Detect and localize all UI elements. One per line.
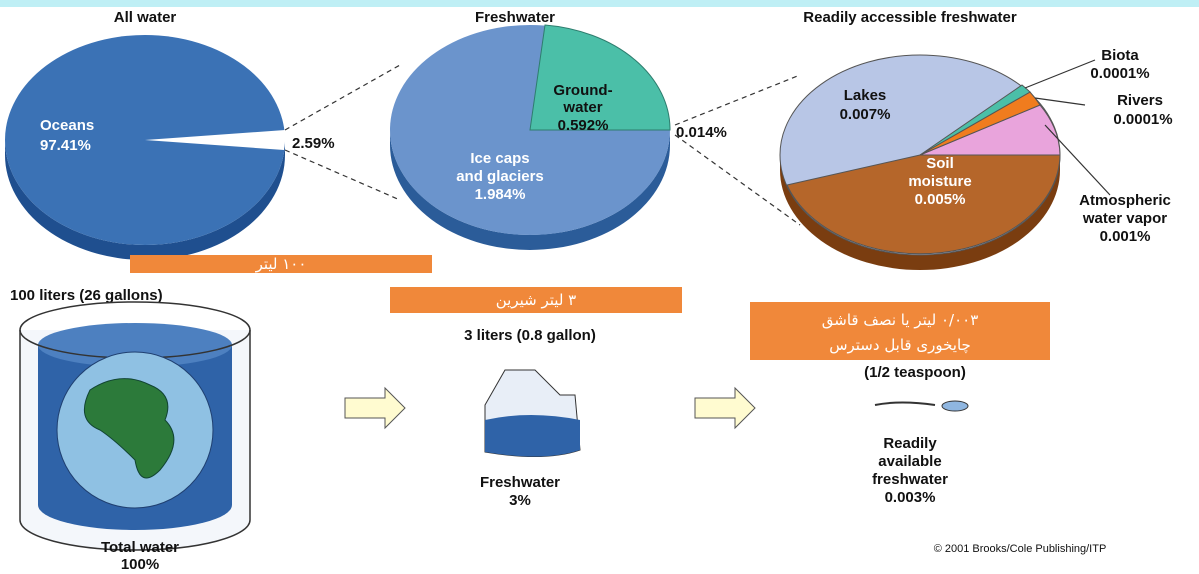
banner (130, 255, 432, 273)
label: Lakes (844, 87, 887, 104)
value: 0.592% (558, 117, 609, 134)
volume: 100 liters (26 gallons) (10, 287, 163, 304)
caption: Total water (101, 539, 179, 556)
banner (390, 287, 682, 313)
pie-all-water: Oceans 97.41% (5, 35, 286, 260)
label: and glaciers (456, 168, 544, 185)
caption: 100% (121, 556, 159, 573)
pie-freshwater: Ground- water 0.592% Ice caps and glacie… (390, 24, 671, 250)
value: 97.41% (40, 137, 91, 154)
label: Atmospheric (1079, 192, 1171, 209)
label: Oceans (40, 117, 94, 134)
spoon (874, 400, 969, 412)
value: 0.0001% (1113, 111, 1172, 128)
label: moisture (908, 173, 971, 190)
caption: 0.003% (885, 489, 936, 506)
value: 0.001% (1100, 228, 1151, 245)
banner (750, 302, 1050, 360)
caption: Readily (883, 435, 937, 452)
pie-accessible: Lakes 0.007% Soil moisture 0.005% (779, 54, 1061, 270)
value: 1.984% (475, 186, 526, 203)
volume: 3 liters (0.8 gallon) (464, 327, 596, 344)
value: 0.0001% (1090, 65, 1149, 82)
leader-lines (1024, 59, 1111, 196)
connector (284, 64, 801, 226)
value: 2.59% (292, 135, 335, 152)
label: water vapor (1082, 210, 1167, 227)
value: 0.007% (840, 106, 891, 123)
caption: available (878, 453, 941, 470)
volume: (1/2 teaspoon) (864, 364, 966, 381)
value: 0.005% (915, 191, 966, 208)
caption: 3% (509, 492, 531, 509)
banner-text: ۱۰۰ لیتر (255, 255, 307, 273)
caption: Freshwater (480, 474, 560, 491)
label: Ice caps (470, 150, 529, 167)
banner-text: ۰/۰۰۳ لیتر یا نصف قاشق (822, 311, 979, 329)
label: Ground- (553, 82, 612, 99)
label: Soil (926, 155, 954, 172)
title: Freshwater (475, 9, 555, 26)
water-tank (19, 301, 251, 551)
label: water (562, 99, 602, 116)
copyright: © 2001 Brooks/Cole Publishing/ITP (934, 543, 1107, 555)
arrow (344, 386, 406, 430)
arrow (694, 386, 756, 430)
value: 0.014% (676, 124, 727, 141)
label: Biota (1101, 47, 1139, 64)
jug (484, 369, 581, 457)
banner-text: ۳ لیتر شیرین (496, 291, 576, 309)
label: Rivers (1117, 92, 1163, 109)
caption: freshwater (872, 471, 948, 488)
banner-text: چایخوری قابل دسترس (829, 336, 971, 354)
title: Readily accessible freshwater (803, 9, 1017, 26)
title: All water (114, 9, 177, 26)
top-strip (0, 0, 1199, 7)
